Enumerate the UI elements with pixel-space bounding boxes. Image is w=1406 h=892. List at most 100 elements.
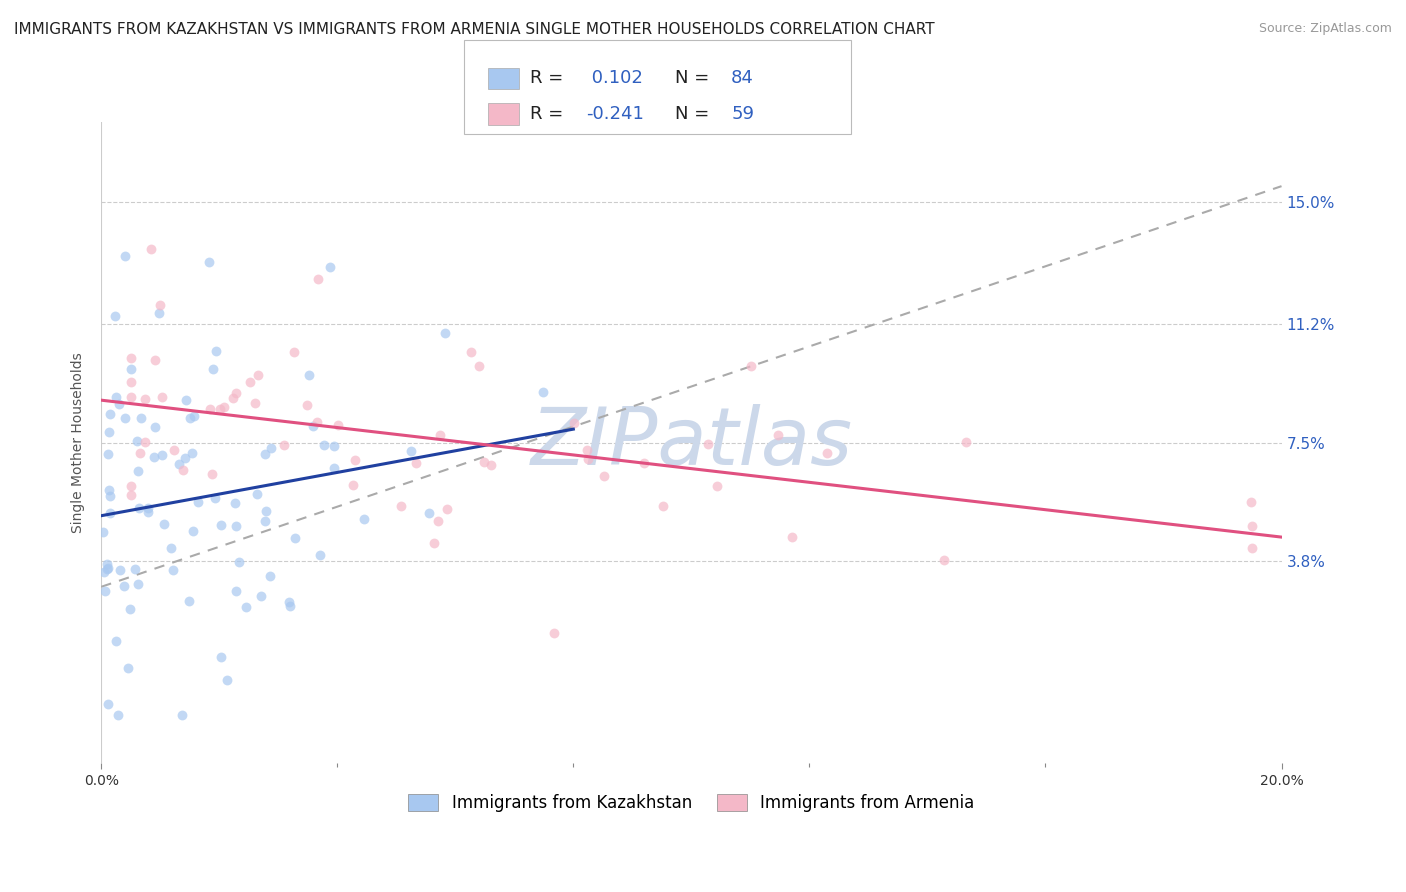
Point [228,555,250,569]
Point [740,359,762,373]
Point [181,524,204,538]
Point [129,446,152,460]
Point [148,306,170,320]
Point [120,479,142,493]
Point [468,359,491,374]
Point [198,254,221,268]
Point [97,425,120,439]
Point [117,660,139,674]
Point [225,519,247,533]
Point [1240,494,1263,508]
Point [183,409,205,423]
Point [307,272,329,286]
Point [201,467,224,481]
Point [105,390,128,404]
Point [143,420,166,434]
Point [342,477,364,491]
Point [780,530,803,544]
Point [312,438,335,452]
Point [283,344,305,359]
Point [105,634,128,648]
Point [319,260,342,275]
Point [114,250,136,264]
Point [225,385,247,400]
Point [160,541,183,555]
Point [204,491,226,505]
Text: IMMIGRANTS FROM KAZAKHSTAN VS IMMIGRANTS FROM ARMENIA SINGLE MOTHER HOUSEHOLDS C: IMMIGRANTS FROM KAZAKHSTAN VS IMMIGRANTS… [14,22,935,37]
Point [96,562,118,576]
Point [343,452,366,467]
Point [531,385,554,400]
Point [284,531,307,545]
Point [143,353,166,368]
Point [474,455,496,469]
Point [129,410,152,425]
Point [434,326,457,340]
Point [136,505,159,519]
Point [179,410,201,425]
Point [114,410,136,425]
Point [278,599,301,614]
Point [93,565,115,579]
Text: N =: N = [675,105,714,123]
Point [97,561,120,575]
Point [120,362,142,376]
Point [575,443,598,458]
Point [429,428,451,442]
Point [253,514,276,528]
Point [1240,541,1263,555]
Point [254,446,277,460]
Point [426,515,449,529]
Point [152,517,174,532]
Point [120,488,142,502]
Point [418,506,440,520]
Text: 59: 59 [731,105,754,123]
Point [162,563,184,577]
Point [460,345,482,359]
Point [176,392,198,407]
Point [107,708,129,723]
Point [235,599,257,614]
Point [150,390,173,404]
Point [94,584,117,599]
Point [322,461,344,475]
Y-axis label: Single Mother Households: Single Mother Households [72,352,86,533]
Point [100,489,122,503]
Point [97,447,120,461]
Point [955,435,977,450]
Point [134,392,156,406]
Point [222,391,245,405]
Text: -0.241: -0.241 [586,105,644,123]
Point [305,416,328,430]
Point [125,434,148,448]
Point [128,500,150,515]
Point [405,456,427,470]
Point [815,446,838,460]
Point [139,242,162,256]
Point [118,601,141,615]
Point [297,398,319,412]
Point [239,376,262,390]
Point [107,397,129,411]
Point [124,562,146,576]
Point [593,469,616,483]
Point [243,396,266,410]
Point [696,437,718,451]
Point [932,553,955,567]
Text: Source: ZipAtlas.com: Source: ZipAtlas.com [1258,22,1392,36]
Point [177,594,200,608]
Point [215,673,238,688]
Point [249,589,271,603]
Point [136,500,159,515]
Point [98,407,121,421]
Point [259,568,281,582]
Legend: Immigrants from Kazakhstan, Immigrants from Armenia: Immigrants from Kazakhstan, Immigrants f… [402,788,981,819]
Point [576,451,599,466]
Point [353,512,375,526]
Point [766,427,789,442]
Point [543,625,565,640]
Point [142,450,165,464]
Point [127,576,149,591]
Point [127,464,149,478]
Point [706,479,728,493]
